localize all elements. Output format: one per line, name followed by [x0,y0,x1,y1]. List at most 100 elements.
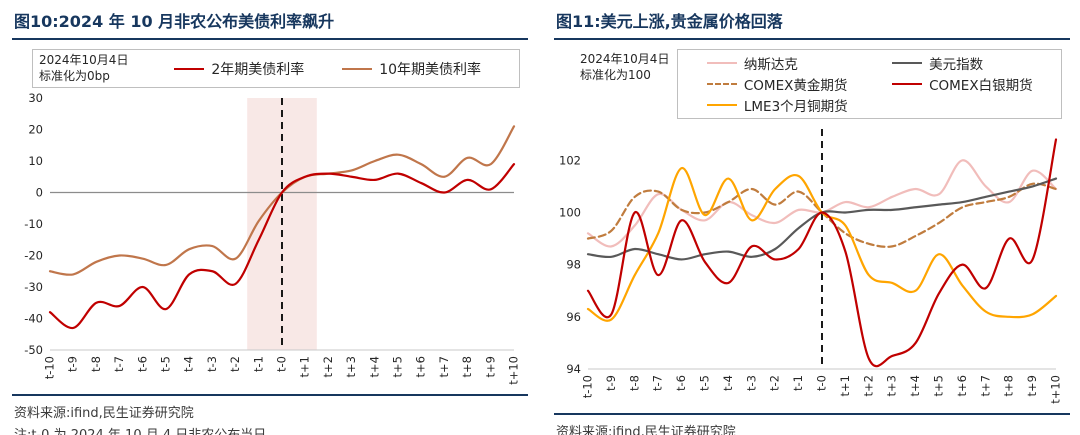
svg-text:t+6: t+6 [955,375,969,396]
legend-item: COMEX白银期货 [892,74,1033,94]
legend-label: 美元指数 [929,57,984,73]
legend-item: LME3个月铜期货 [706,95,848,115]
svg-text:t+2: t+2 [321,356,335,377]
figure-10-note: 注:t-0 为 2024 年 10 月 4 日非农公布当日。 [12,424,528,435]
svg-text:t-5: t-5 [698,375,712,391]
legend-item: 纳斯达克 [706,53,848,73]
svg-text:-20: -20 [24,249,43,263]
svg-text:10: 10 [28,154,43,168]
svg-text:t-3: t-3 [744,375,758,391]
svg-text:t+2: t+2 [861,375,875,396]
legend-label: COMEX白银期货 [929,78,1033,94]
svg-text:t+8: t+8 [1002,375,1016,396]
legend-item: 美元指数 [892,53,1032,73]
figure-10-standardization-note: 2024年10月4日 标准化为0bp [33,50,136,87]
figure-11-bottom-rule [554,413,1070,415]
figure-11-source: 资料来源:ifind,民生证券研究院 [556,425,736,435]
legend-line-swatch [892,62,923,64]
svg-text:t-0: t-0 [275,356,289,372]
svg-text:96: 96 [566,310,581,324]
legend-label: 2年期美债利率 [211,61,305,78]
legend-line-swatch [342,67,373,70]
figure-11-legend: 2024年10月4日 标准化为100 纳斯达克 美元指数 COMEX黄金期货 COME… [574,49,1062,119]
legend-label: COMEX黄金期货 [743,78,848,94]
figure-11-legend-items: 纳斯达克 美元指数 COMEX黄金期货 COMEX白银期货 LME3个月铜期货 [677,49,1062,119]
svg-text:20: 20 [28,123,43,137]
figure-11-title-rule [554,38,1070,40]
svg-text:t+3: t+3 [885,375,899,396]
svg-text:t-6: t-6 [135,356,149,372]
svg-text:-30: -30 [24,280,43,294]
figure-10-bottom-rule [12,394,528,397]
svg-text:t-4: t-4 [721,375,735,391]
assets-price-line-chart: 102 100 98 96 94t-10 t-9 t-8 t-7 t-6 t-5 t-4 t-3 t-2… [559,129,1063,404]
svg-text:t-2: t-2 [228,356,242,372]
legend-line-swatch [174,67,205,70]
svg-text:94: 94 [566,362,581,376]
svg-text:-40: -40 [24,312,43,326]
svg-text:t+4: t+4 [908,375,922,396]
svg-text:t-8: t-8 [627,375,641,391]
svg-text:t+7: t+7 [437,356,451,377]
svg-text:t-6: t-6 [674,375,688,391]
svg-text:t+9: t+9 [483,356,497,377]
figure-10-panel: 图10:2024 年 10 月非农公布美债利率飙升 2024年10月4日 标准化… [12,5,528,435]
legend-label: 10年期美债利率 [379,61,482,78]
legend-item: 10年期美债利率 [342,59,481,79]
legend-label: 纳斯达克 [743,57,798,73]
standardization-base: 标准化为100 [580,67,651,82]
svg-text:t-5: t-5 [159,356,173,372]
svg-text:t-10: t-10 [43,356,57,379]
svg-text:t-2: t-2 [768,375,782,391]
legend-line-swatch [706,104,737,106]
svg-text:t+9: t+9 [1025,375,1039,396]
svg-text:t-8: t-8 [89,356,103,372]
svg-text:t+6: t+6 [414,356,428,377]
svg-text:t+7: t+7 [978,375,992,396]
legend-line-swatch [706,83,737,85]
svg-text:t+5: t+5 [391,356,405,377]
standardization-date: 2024年10月4日 [580,52,670,66]
svg-text:t+10: t+10 [1049,375,1063,404]
svg-text:102: 102 [559,153,581,167]
svg-text:0: 0 [36,186,43,200]
figure-10-legend: 2024年10月4日 标准化为0bp 2年期美债利率 10年期美债利率 [32,49,520,89]
svg-text:t-1: t-1 [791,375,805,391]
figure-11-standardization-note: 2024年10月4日 标准化为100 [574,49,677,119]
figure-10-source: 资料来源:ifind,民生证券研究院 [14,406,194,422]
svg-text:t+8: t+8 [460,356,474,377]
svg-text:t+3: t+3 [344,356,358,377]
legend-item: 2年期美债利率 [174,59,304,79]
figure-11-panel: 图11:美元上涨,贵金属价格回落 2024年10月4日 标准化为100 纳斯达克… [554,5,1070,435]
svg-text:t+10: t+10 [507,356,521,385]
figure-10-legend-items: 2年期美债利率 10年期美债利率 [136,50,519,87]
legend-label: LME3个月铜期货 [743,99,848,115]
figure-10-title-rule [12,38,528,40]
figure-11-title: 图11:美元上涨,贵金属价格回落 [556,12,783,31]
svg-text:t-10: t-10 [581,375,595,398]
svg-text:t+5: t+5 [932,375,946,396]
legend-item: COMEX黄金期货 [706,74,848,94]
svg-text:t+1: t+1 [838,375,852,396]
legend-line-swatch [706,62,737,64]
svg-text:t-1: t-1 [251,356,265,372]
svg-text:t-3: t-3 [205,356,219,372]
treasury-yield-line-chart: 30 20 10 0 -10 -20 -30 -40 -50t-10 t-9 t-8 t-7 t-6 t-… [24,91,521,385]
svg-text:100: 100 [559,205,581,219]
svg-text:t-0: t-0 [815,375,829,391]
svg-text:-50: -50 [24,343,43,357]
svg-text:30: 30 [28,91,43,105]
figure-10-title: 图10:2024 年 10 月非农公布美债利率飙升 [14,12,335,31]
svg-text:-10: -10 [24,217,43,231]
svg-text:t-9: t-9 [66,356,80,372]
svg-text:t-4: t-4 [182,356,196,372]
svg-text:t+4: t+4 [367,356,381,377]
svg-text:t-7: t-7 [651,375,665,391]
svg-text:t-9: t-9 [604,375,618,391]
svg-text:98: 98 [566,258,581,272]
svg-text:t+1: t+1 [298,356,312,377]
standardization-date: 2024年10月4日 [39,53,129,67]
svg-text:t-7: t-7 [112,356,126,372]
standardization-base: 标准化为0bp [39,68,110,83]
